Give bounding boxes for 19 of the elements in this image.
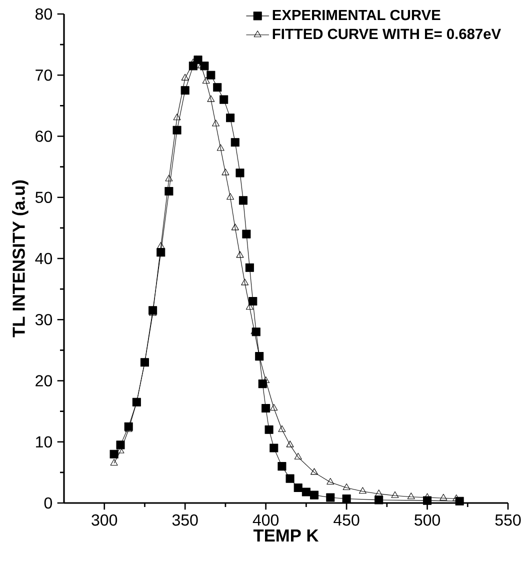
x-tick-label: 400 — [252, 514, 279, 526]
x-tick-label: 300 — [92, 514, 118, 526]
y-tick-label: 60 — [36, 130, 52, 142]
y-tick-label: 0 — [44, 497, 52, 509]
y-tick-label: 40 — [35, 252, 52, 264]
legend-label: EXPERIMENTAL CURVE — [272, 10, 440, 20]
x-tick-label: 350 — [172, 514, 198, 526]
y-tick-label: 80 — [36, 8, 52, 20]
y-axis-title: TL INTENSITY (a.u) — [12, 180, 28, 338]
y-tick-label: 30 — [35, 314, 52, 326]
y-tick-label: 10 — [36, 436, 52, 448]
x-tick-label: 450 — [334, 514, 360, 526]
y-tick-label: 70 — [36, 69, 52, 81]
x-tick-label: 550 — [495, 514, 521, 526]
x-tick-label: 500 — [414, 514, 440, 526]
x-axis-title: TEMP K — [253, 530, 319, 542]
y-tick-label: 50 — [35, 192, 52, 204]
y-tick-label: 20 — [36, 375, 52, 386]
legend-label: FITTED CURVE WITH E= 0.687eV — [272, 28, 501, 40]
